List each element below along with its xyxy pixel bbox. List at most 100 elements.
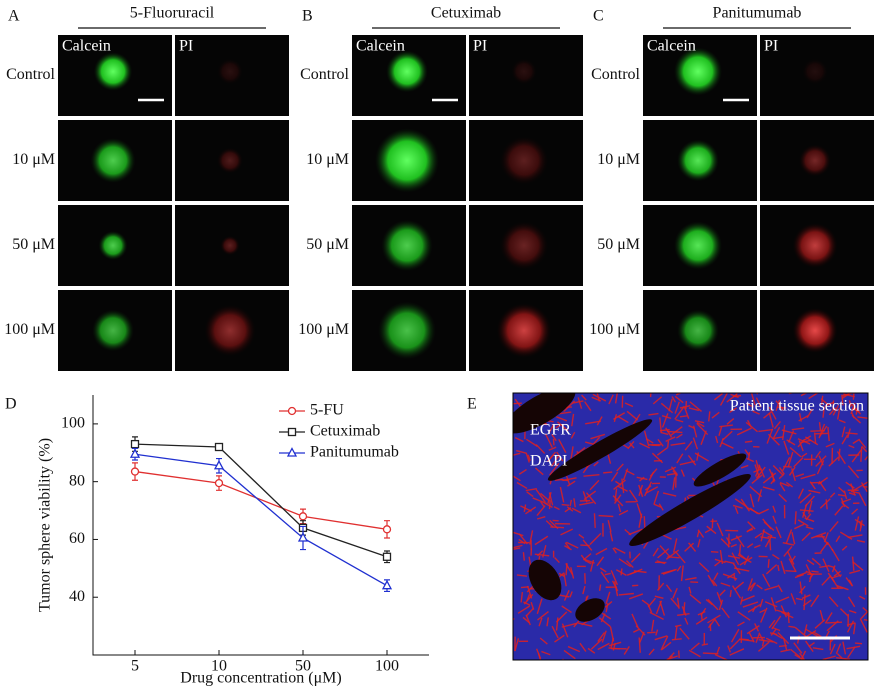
panel-letter: B bbox=[302, 8, 313, 25]
membrane bbox=[809, 573, 815, 580]
membrane bbox=[545, 433, 553, 448]
membrane bbox=[730, 628, 740, 643]
membrane bbox=[638, 484, 644, 497]
membrane bbox=[754, 465, 761, 477]
membrane bbox=[851, 508, 859, 515]
membrane bbox=[579, 501, 594, 506]
membrane bbox=[768, 412, 774, 428]
calcein-signal bbox=[381, 219, 433, 272]
membrane bbox=[628, 593, 644, 600]
membrane bbox=[769, 538, 772, 551]
membrane bbox=[600, 571, 610, 584]
membrane bbox=[794, 523, 805, 530]
membrane bbox=[571, 413, 575, 427]
membrane bbox=[649, 611, 664, 620]
membrane bbox=[696, 452, 700, 461]
membrane bbox=[656, 446, 669, 456]
data-point bbox=[214, 478, 224, 488]
membrane bbox=[525, 488, 537, 492]
membrane bbox=[772, 464, 784, 476]
panel-letter: C bbox=[593, 8, 604, 25]
membrane bbox=[850, 402, 856, 415]
membrane bbox=[565, 541, 579, 549]
membrane bbox=[551, 434, 557, 442]
membrane bbox=[585, 560, 592, 565]
membrane bbox=[759, 609, 766, 614]
membrane bbox=[573, 447, 586, 458]
column-label: PI bbox=[179, 38, 193, 55]
membrane bbox=[535, 489, 546, 503]
membrane bbox=[610, 570, 619, 586]
membrane bbox=[583, 474, 600, 477]
membrane bbox=[624, 402, 634, 408]
membrane bbox=[665, 584, 673, 593]
membrane bbox=[862, 607, 868, 614]
row-label: Control bbox=[591, 66, 640, 83]
membrane bbox=[775, 400, 785, 411]
membrane bbox=[530, 601, 535, 610]
membrane bbox=[775, 399, 781, 412]
membrane bbox=[798, 414, 809, 422]
membrane bbox=[786, 439, 796, 446]
data-point bbox=[381, 579, 393, 590]
membrane bbox=[636, 503, 643, 518]
membrane bbox=[597, 642, 610, 651]
membrane bbox=[825, 442, 835, 448]
membrane bbox=[729, 589, 732, 598]
membrane bbox=[676, 433, 683, 439]
membrane bbox=[676, 565, 682, 572]
membrane bbox=[772, 553, 780, 560]
pi-signal bbox=[802, 58, 828, 85]
membrane bbox=[731, 552, 740, 566]
membrane bbox=[847, 534, 863, 539]
membrane bbox=[762, 518, 772, 530]
membrane bbox=[860, 610, 868, 620]
membrane bbox=[755, 460, 760, 470]
membrane bbox=[598, 584, 602, 591]
membrane bbox=[668, 398, 673, 412]
membrane bbox=[773, 421, 781, 430]
tissue-frame bbox=[512, 392, 869, 661]
membrane bbox=[672, 587, 678, 599]
membrane bbox=[803, 624, 808, 635]
membrane bbox=[818, 480, 827, 492]
lumen bbox=[513, 393, 576, 434]
membrane bbox=[627, 440, 635, 450]
membrane bbox=[679, 627, 690, 640]
membrane bbox=[647, 603, 653, 613]
membrane bbox=[764, 601, 778, 608]
membrane bbox=[518, 538, 526, 545]
membrane bbox=[688, 649, 701, 658]
membrane bbox=[573, 620, 580, 628]
membrane bbox=[563, 573, 567, 587]
membrane bbox=[852, 438, 861, 445]
membrane bbox=[779, 482, 786, 492]
membrane bbox=[808, 393, 819, 400]
membrane bbox=[800, 473, 816, 480]
membrane bbox=[848, 609, 857, 614]
row-label: Control bbox=[6, 66, 55, 83]
pi-signal bbox=[220, 235, 240, 256]
membrane bbox=[806, 559, 815, 566]
membrane bbox=[527, 454, 531, 462]
membrane bbox=[561, 503, 569, 507]
membrane bbox=[755, 397, 762, 408]
membrane bbox=[818, 422, 822, 432]
membrane bbox=[778, 493, 788, 503]
membrane bbox=[579, 642, 587, 652]
membrane bbox=[788, 558, 797, 573]
membrane bbox=[797, 438, 806, 448]
membrane bbox=[750, 393, 756, 406]
membrane bbox=[613, 547, 626, 554]
membrane bbox=[516, 481, 528, 490]
membrane bbox=[604, 600, 613, 608]
membrane bbox=[796, 571, 807, 577]
membrane bbox=[742, 601, 759, 608]
membrane bbox=[772, 426, 781, 440]
series-line bbox=[134, 470, 388, 530]
membrane bbox=[657, 548, 670, 559]
membrane bbox=[799, 492, 812, 504]
membrane bbox=[567, 480, 576, 487]
membrane bbox=[790, 593, 797, 605]
membrane bbox=[731, 585, 742, 599]
